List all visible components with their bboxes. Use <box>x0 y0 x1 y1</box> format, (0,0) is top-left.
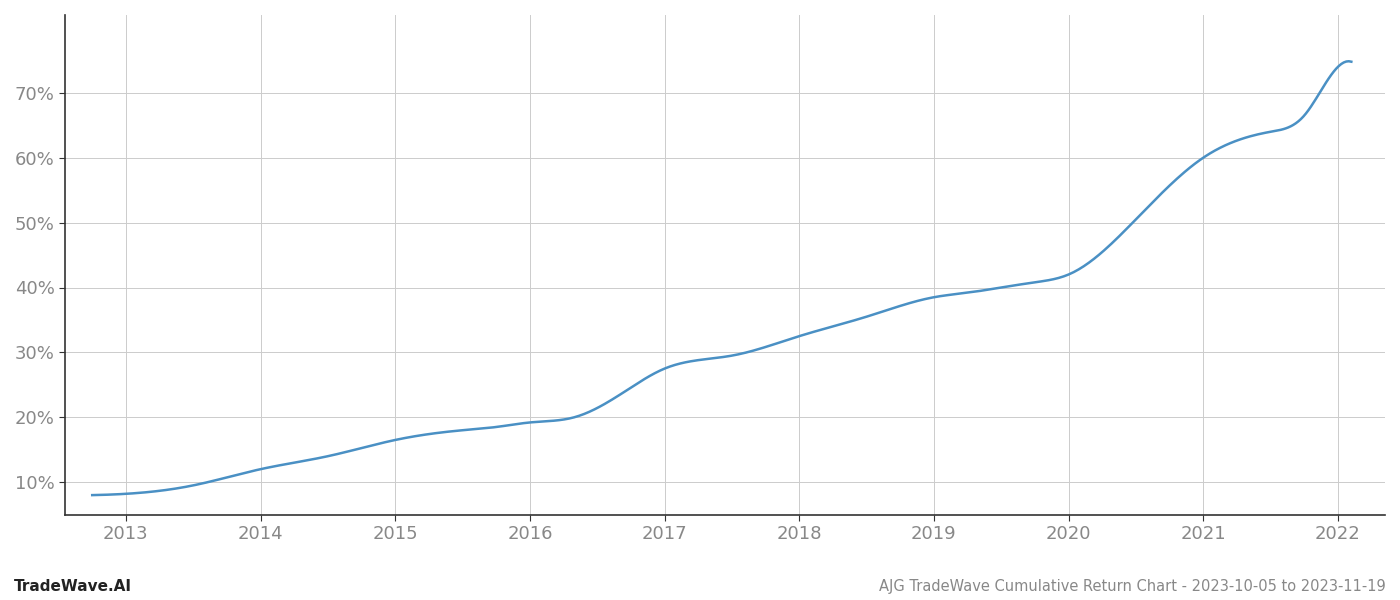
Text: TradeWave.AI: TradeWave.AI <box>14 579 132 594</box>
Text: AJG TradeWave Cumulative Return Chart - 2023-10-05 to 2023-11-19: AJG TradeWave Cumulative Return Chart - … <box>879 579 1386 594</box>
